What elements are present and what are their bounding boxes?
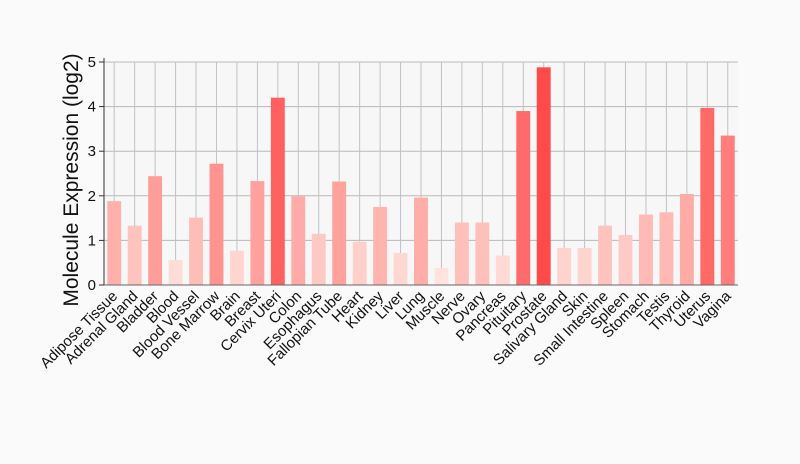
bar-kidney: [373, 206, 388, 285]
bar-small-intestine: [598, 225, 613, 285]
bar-liver: [393, 252, 408, 285]
y-tick-labels: 0 1 2 3 4 5: [88, 54, 104, 294]
bar-brain: [229, 250, 244, 285]
bar-heart: [352, 241, 367, 285]
bar-uterus: [700, 107, 715, 285]
bar-adrenal-gland: [127, 225, 142, 285]
bar-breast: [250, 181, 265, 285]
bar-pancreas: [495, 255, 510, 285]
y-tick-label: 5: [88, 54, 96, 71]
bar-bladder: [148, 176, 163, 285]
y-tick-label: 1: [88, 232, 96, 249]
bar-skin: [577, 247, 592, 285]
y-tick-label: 2: [88, 188, 96, 205]
y-axis-title: Molecule Expression (log2): [60, 53, 83, 306]
bar-testis: [659, 212, 674, 285]
bar-ovary: [475, 222, 490, 285]
bar-colon: [291, 196, 306, 285]
bars: [107, 67, 735, 286]
y-tick-label: 4: [88, 99, 96, 116]
bar-muscle: [434, 268, 449, 285]
bar-esophagus: [311, 233, 326, 285]
bar-lung: [414, 197, 428, 285]
bar-nerve: [454, 222, 469, 285]
bar-blood-vessel: [189, 217, 203, 285]
bar-salivary-gland: [557, 247, 572, 285]
bar-cervix-uteri: [270, 97, 285, 286]
bar-thyroid: [679, 194, 694, 285]
y-tick-label: 0: [88, 277, 96, 294]
bar-bone-marrow: [209, 163, 224, 285]
bar-prostate: [536, 67, 551, 286]
axes: [103, 58, 738, 286]
bar-blood: [168, 260, 183, 285]
y-tick-label: 3: [88, 143, 96, 160]
bar-vagina: [720, 135, 735, 285]
bar-spleen: [618, 235, 633, 285]
bar-fallopian-tube: [332, 181, 347, 285]
bar-adipose-tissue: [107, 201, 122, 285]
bar-pituitary: [516, 111, 531, 285]
bar-stomach: [639, 214, 653, 285]
